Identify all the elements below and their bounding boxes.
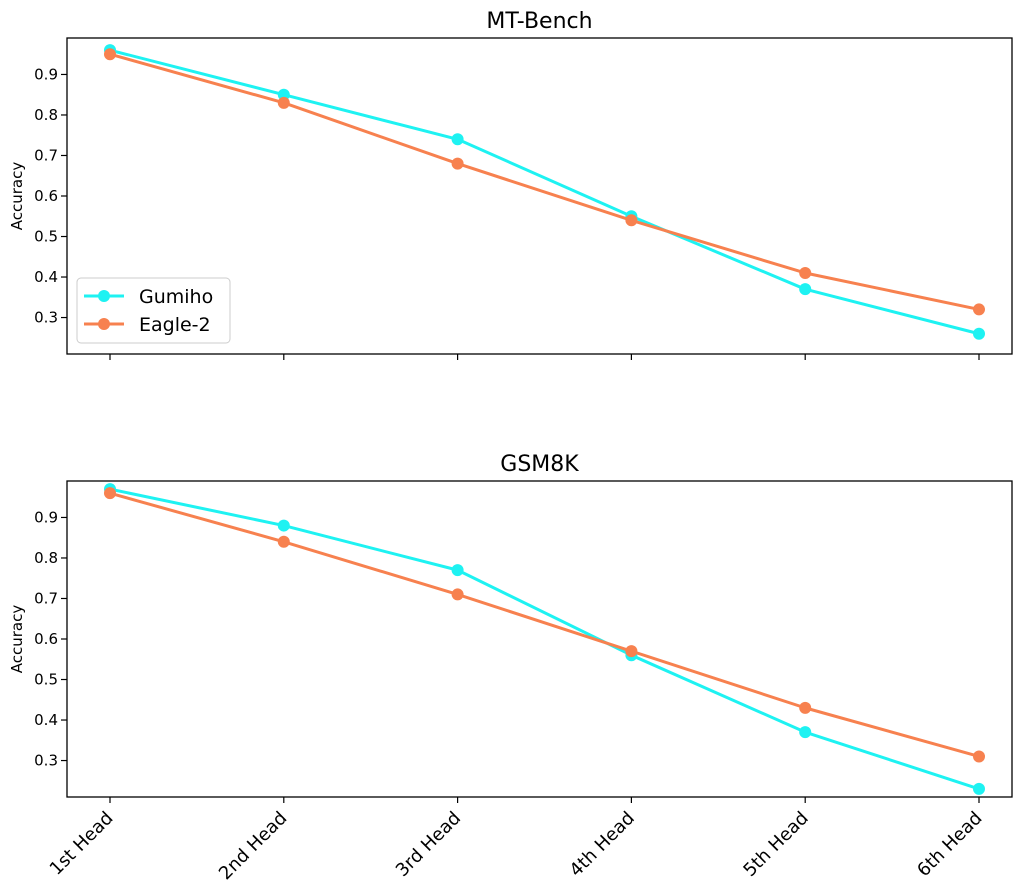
y-tick-label: 0.7 [34, 146, 58, 164]
data-point-eagle-2 [973, 750, 985, 763]
x-tick-label: 6th Head [913, 808, 986, 881]
y-tick-label: 0.3 [34, 309, 58, 327]
chart-title: GSM8K [500, 452, 579, 477]
data-point-eagle-2 [799, 701, 812, 714]
x-tick-label: 4th Head [566, 808, 639, 881]
y-tick-label: 0.5 [34, 671, 58, 689]
chart-title: MT-Bench [486, 9, 592, 34]
data-point-gumiho [799, 283, 812, 296]
data-point-eagle-2 [451, 157, 464, 170]
y-tick-label: 0.4 [34, 711, 58, 729]
y-tick-label: 0.9 [34, 65, 58, 83]
data-point-gumiho [973, 782, 985, 795]
plot-frame [66, 480, 1013, 798]
y-tick-label: 0.6 [34, 187, 58, 205]
data-point-eagle-2 [277, 96, 290, 109]
legend-label-gumiho: Gumiho [139, 286, 213, 308]
legend-marker-gumiho [98, 290, 110, 302]
data-point-eagle-2 [277, 535, 290, 548]
data-point-eagle-2 [799, 266, 812, 279]
legend: Gumiho Eagle-2 [76, 277, 231, 344]
data-point-gumiho [451, 564, 464, 577]
data-point-eagle-2 [973, 303, 985, 316]
y-tick-label: 0.5 [34, 228, 58, 246]
gsm8k-panel: GSM8K Accuracy 0.3 0.4 0.5 0.6 0.7 0.8 0.9 1st He… [8, 452, 1013, 884]
y-tick-label: 0.8 [34, 106, 58, 124]
y-tick-label: 0.4 [34, 268, 58, 286]
legend-marker-eagle-2 [98, 318, 110, 330]
data-point-eagle-2 [625, 645, 638, 658]
legend-label-eagle-2: Eagle-2 [139, 314, 211, 336]
data-point-eagle-2 [625, 214, 638, 227]
x-tick-label: 2nd Head [215, 808, 291, 884]
plot-frame [66, 37, 1013, 355]
legend-box [76, 277, 231, 344]
y-tick-label: 0.8 [34, 549, 58, 567]
data-point-gumiho [277, 519, 290, 532]
y-tick-label: 0.7 [34, 589, 58, 607]
data-point-gumiho [799, 726, 812, 739]
series-line-gumiho [108, 48, 981, 336]
y-tick-label: 0.6 [34, 630, 58, 648]
x-tick-label: 3rd Head [392, 808, 465, 881]
x-tick-label: 5th Head [739, 808, 812, 881]
data-point-eagle-2 [104, 48, 116, 61]
x-tick-label: 1st Head [46, 808, 118, 880]
y-axis-label: Accuracy [8, 162, 26, 231]
y-tick-label: 0.9 [34, 508, 58, 526]
series-line-eagle-2 [108, 52, 981, 311]
data-point-eagle-2 [451, 588, 464, 601]
series-line-gumiho [108, 487, 981, 791]
data-point-gumiho [451, 133, 464, 146]
mt-bench-panel: MT-Bench Accuracy 0.3 0.4 0.5 0.6 0.7 0.8 0.9 Gum… [8, 9, 1013, 360]
y-tick-label: 0.3 [34, 752, 58, 770]
series-line-eagle-2 [108, 491, 981, 758]
data-point-gumiho [973, 327, 985, 340]
y-axis-label: Accuracy [8, 605, 26, 674]
data-point-eagle-2 [104, 487, 116, 500]
